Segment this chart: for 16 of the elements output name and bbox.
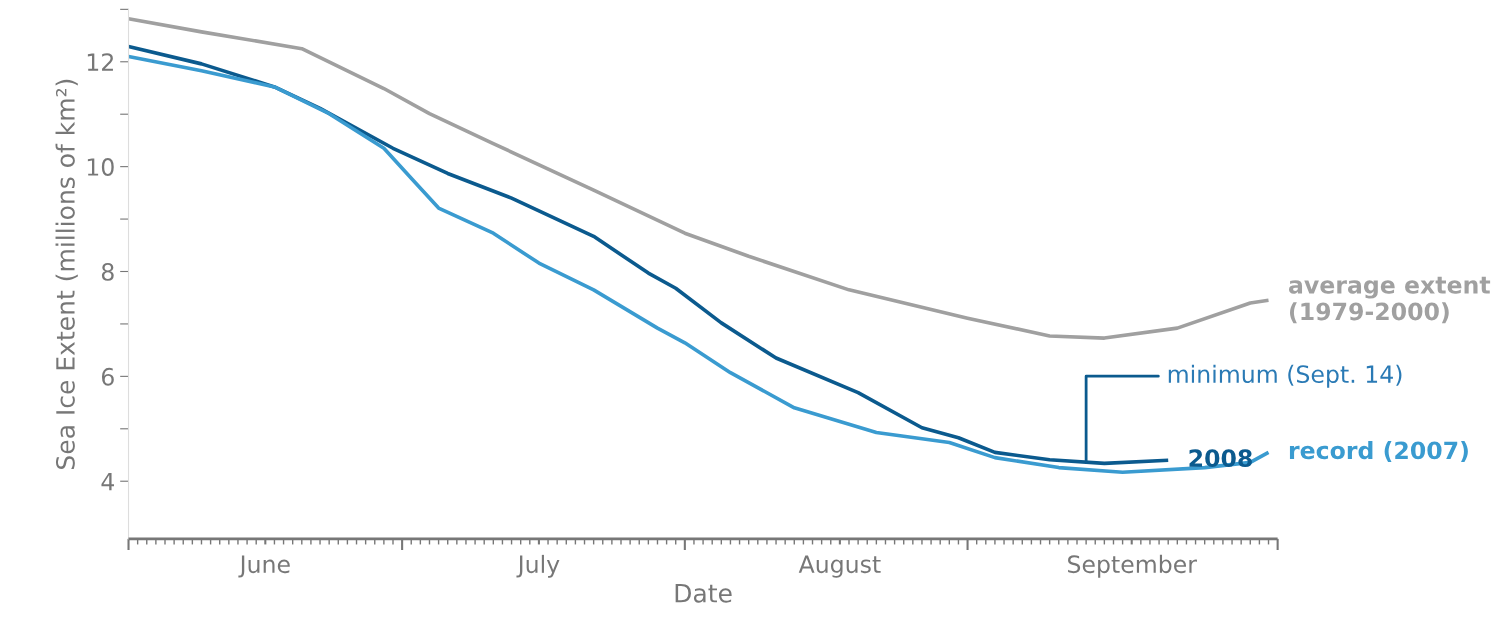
x-tick-label: July [516,554,560,578]
y-tick-label: 10 [87,158,114,176]
series-label: 2008 [1189,449,1252,468]
y-tick-label: 4 [101,472,114,491]
y-axis-title: Sea Ice Extent (millions of km²) [55,79,78,469]
x-tick-label: August [798,555,881,578]
x-tick-label: September [1068,554,1197,578]
line-series [126,16,1271,340]
series-label: average extent (1979-2000) [1288,276,1491,324]
y-tick-label: 6 [101,367,114,386]
annotation: minimum (Sept. 14) [1168,364,1402,388]
y-tick-label: 8 [101,262,114,281]
x-axis-title: Date [675,584,732,603]
x-tick-label: June [238,555,290,578]
series-label: record (2007) [1289,440,1468,463]
y-tick-label: 12 [87,53,113,71]
